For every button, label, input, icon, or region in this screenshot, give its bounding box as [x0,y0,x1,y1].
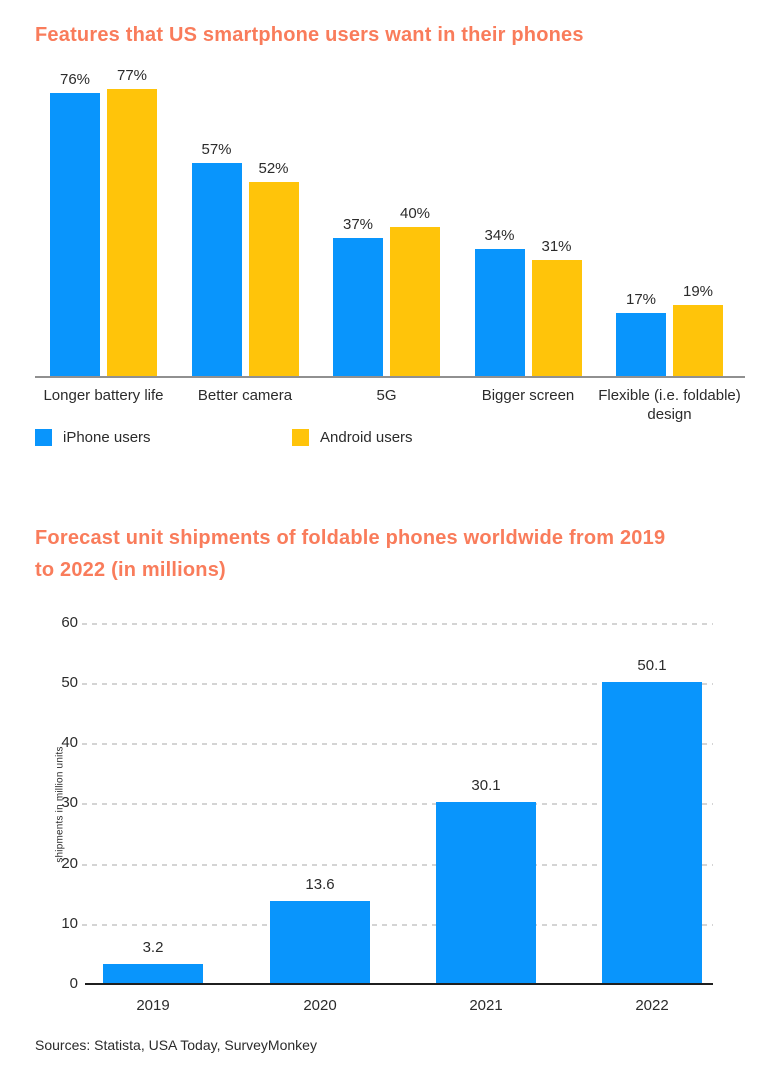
sources-footer: Sources: Statista, USA Today, SurveyMonk… [35,1037,317,1053]
bar-value-iphone-0: 76% [59,71,91,88]
bar-group-1: 57% 52% [191,70,299,376]
bar-value-android-1: 52% [258,160,289,177]
bar-android-0 [107,89,157,376]
gridline-40 [82,743,713,745]
x-label-2020: 2020 [303,997,337,1014]
bar-value-2022: 50.1 [637,657,667,674]
legend-item-android: Android users [292,429,413,446]
bar-slot-iphone-2: 37% [333,216,383,376]
bar-iphone-2 [333,238,383,376]
android-legend-swatch [292,429,309,446]
gridline-60 [82,623,713,625]
bar-value-iphone-4: 17% [625,291,657,308]
bar-iphone-3 [474,249,525,376]
bar-value-iphone-3: 34% [484,227,515,244]
y-tick-0: 0 [69,975,78,992]
bar-2020 [270,901,370,983]
forecast-chart: shipments in million units 0 10 20 30 40 50 60… [0,614,768,1034]
bar-android-4 [673,305,723,376]
bar-group-4: 17% 19% [616,70,723,376]
bar-value-android-3: 31% [541,238,572,255]
bar-value-iphone-2: 37% [342,216,374,233]
chart1-plot-area: 76% 77% 57% 52% 37% 40% 34% 31% 17% 19% [35,67,745,378]
bar-slot-android-1: 52% [248,160,299,376]
bar-slot-iphone-0: 76% [50,71,100,376]
x-label-2022: 2022 [635,997,669,1014]
x-label-2019: 2019 [136,997,170,1014]
y-tick-40: 40 [61,734,78,751]
features-chart: 76% 77% 57% 52% 37% 40% 34% 31% 17% 19% Longer ba… [35,67,745,470]
bar-value-iphone-1: 57% [201,141,232,158]
bar-value-2021: 30.1 [471,777,501,794]
legend-item-iphone: iPhone users [35,429,151,446]
y-tick-10: 10 [61,915,78,932]
bar-slot-iphone-1: 57% [191,141,242,376]
chart2-title: Forecast unit shipments of foldable phon… [35,527,666,581]
bar-slot-android-3: 31% [531,238,582,376]
bar-iphone-1 [191,163,242,376]
category-label-0: Longer battery life [43,387,164,404]
bar-slot-android-2: 40% [390,205,440,376]
y-tick-60: 60 [61,614,78,631]
bar-2021 [436,802,536,983]
y-tick-30: 30 [61,794,78,811]
bar-slot-iphone-4: 17% [616,291,666,376]
y-axis-ticks: 0 10 20 30 40 50 60 [36,614,78,992]
bar-iphone-4 [616,313,666,376]
gridline-20 [82,864,713,866]
bar-value-android-2: 40% [399,205,431,222]
iphone-legend-swatch [35,429,52,446]
bar-android-2 [390,227,440,376]
chart1-title: Features that US smartphone users want i… [35,24,584,46]
bar-slot-iphone-3: 34% [474,227,525,376]
y-tick-20: 20 [61,855,78,872]
gridline-10 [82,924,713,926]
bar-value-android-0: 77% [116,67,148,84]
bar-android-1 [248,182,299,376]
bar-value-android-4: 19% [682,283,714,300]
iphone-legend-label: iPhone users [63,429,151,446]
android-legend-label: Android users [320,429,413,446]
bar-2022 [602,682,702,983]
bar-group-3: 34% 31% [474,70,582,376]
bar-value-2019: 3.2 [142,939,164,956]
chart1-legend: iPhone users Android users [35,429,735,451]
bar-iphone-0 [50,93,100,376]
category-label-3: Bigger screen [481,387,575,404]
bar-slot-android-4: 19% [673,283,723,376]
category-label-1: Better camera [197,387,293,404]
category-label-2: 5G [376,387,397,404]
x-label-2021: 2021 [469,997,503,1014]
chart2-plot-area: 3.2 2019 13.6 2020 30.1 2021 50.1 2022 [82,623,713,1014]
category-label-4: Flexible (i.e. foldable) design [598,387,741,423]
y-tick-50: 50 [61,674,78,691]
bar-group-2: 37% 40% [333,70,440,376]
bar-group-0: 76% 77% [50,67,157,376]
gridline-30 [82,803,713,805]
bar-value-2020: 13.6 [305,876,335,893]
bar-slot-android-0: 77% [107,67,157,376]
bar-android-3 [531,260,582,376]
bar-2019 [103,964,203,983]
gridline-50 [82,683,713,685]
